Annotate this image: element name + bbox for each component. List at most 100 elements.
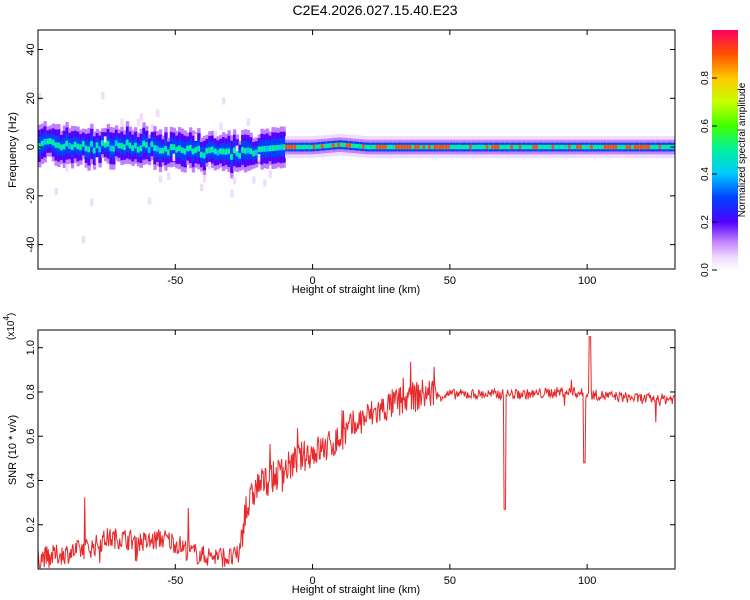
- spectrogram-x-tick-label: 100: [578, 275, 596, 287]
- spectrogram-peak: [232, 148, 237, 153]
- spectrogram-peak: [468, 144, 473, 150]
- spectrogram-y-tick-label: 40: [25, 43, 37, 55]
- spectrogram-cell: [268, 145, 272, 152]
- spectrogram-peak: [240, 147, 245, 153]
- spectrogram-peak: [320, 144, 325, 149]
- spectrogram-cell: [460, 144, 465, 150]
- spectrogram-cell: [202, 152, 207, 159]
- spectrogram-cell: [499, 144, 503, 150]
- spectrogram-cell: [353, 143, 358, 149]
- spectrogram-cell: [326, 143, 330, 148]
- spectrogram-cell: [356, 144, 360, 149]
- spectrogram-cell: [199, 183, 204, 192]
- spectrogram-cell: [318, 144, 322, 149]
- spectrogram-cell: [70, 144, 75, 151]
- spectrogram-peak: [658, 144, 662, 150]
- spectrogram-peak: [51, 140, 56, 145]
- spectrogram-cell: [112, 145, 116, 152]
- spectrogram-x-tick-label: 0: [310, 275, 316, 287]
- spectrogram-cell: [221, 97, 226, 105]
- spectrogram-cell: [301, 144, 305, 150]
- spectrogram-cell: [147, 197, 152, 205]
- spectrogram-cell: [655, 144, 660, 150]
- spectrogram-cell: [114, 140, 119, 146]
- spectrogram-cell: [95, 157, 100, 165]
- spectrogram-cell: [595, 144, 599, 150]
- spectrogram-peak: [221, 149, 226, 155]
- spectrogram-cell: [54, 187, 58, 196]
- spectrogram-cell: [562, 144, 566, 150]
- spectrogram-cell: [455, 144, 459, 150]
- spectrogram-peak: [84, 146, 89, 151]
- spectrogram-cell: [600, 144, 605, 150]
- spectrogram-peak: [427, 144, 432, 150]
- spectrogram-cell: [452, 144, 456, 150]
- spectrogram-cell: [87, 146, 91, 153]
- spectrogram-peak: [444, 144, 448, 150]
- spectrogram-cell: [224, 148, 229, 155]
- spectrogram-cell: [95, 142, 100, 149]
- spectrogram-peak: [188, 145, 193, 151]
- spectrogram-peak: [510, 144, 514, 150]
- spectrogram-cell: [98, 146, 102, 153]
- spectrogram-peak: [639, 144, 643, 150]
- spectrogram-cell: [323, 143, 327, 149]
- spectrogram-peak: [446, 144, 451, 150]
- spectrogram-peak: [422, 144, 426, 150]
- spectrogram-cell: [622, 144, 627, 150]
- spectrogram-peak: [205, 148, 210, 154]
- spectrogram-cell: [271, 145, 275, 152]
- spectrogram-peak: [485, 144, 490, 150]
- spectrogram-cell: [537, 144, 542, 150]
- spectrogram-peak: [337, 142, 341, 147]
- spectrogram-cell: [210, 146, 215, 153]
- spectrogram-cell: [139, 113, 143, 121]
- spectrogram-peak: [578, 144, 583, 150]
- spectrogram-peak: [378, 144, 382, 150]
- snr-y-tick-label: 0.2: [25, 517, 37, 532]
- colorbar-tick-label: 0.4: [700, 167, 711, 181]
- spectrogram-cell: [480, 144, 484, 150]
- spectrogram-cell: [156, 109, 160, 117]
- spectrogram-cell: [150, 124, 154, 132]
- spectrogram-cell: [372, 144, 377, 150]
- spectrogram-cell: [425, 144, 429, 150]
- spectrogram-cell: [359, 144, 363, 149]
- snr-y-ticks: 0.2 0.4 0.6 0.8 1.0: [25, 340, 675, 532]
- spectrogram-cell: [367, 144, 371, 150]
- spectrogram-peak: [603, 144, 608, 150]
- spectrogram-cell: [584, 144, 588, 150]
- spectrogram-peak: [403, 144, 407, 150]
- spectrogram-y-tick-label: -20: [25, 188, 37, 204]
- spectrogram-peak: [589, 144, 594, 150]
- spectrogram-peak: [438, 144, 443, 150]
- spectrogram-peak: [532, 144, 536, 150]
- spectrogram-peak: [614, 144, 619, 150]
- spectrogram-cell: [123, 144, 127, 151]
- spectrogram-cell: [548, 144, 553, 150]
- spectrogram-peak: [92, 148, 97, 153]
- spectrogram-cell: [90, 198, 94, 206]
- spectrogram-cell: [81, 236, 86, 244]
- spectrogram-peak: [496, 144, 501, 150]
- spectrogram-peak: [361, 144, 366, 149]
- spectrogram-peak: [287, 144, 292, 150]
- spectrogram-cell: [46, 138, 50, 145]
- spectrogram-cell: [507, 144, 511, 150]
- colorbar-label: Normalized spectral amplitude: [737, 82, 748, 217]
- spectrogram-cell: [587, 144, 591, 150]
- spectrogram-cell: [158, 175, 163, 183]
- snr-x-tick-label: 50: [444, 575, 456, 587]
- spectrogram-cell: [386, 144, 391, 150]
- spectrogram-peak: [227, 148, 232, 154]
- spectrogram-peak: [647, 144, 652, 150]
- spectrogram-cell: [598, 144, 602, 150]
- spectrogram-cell: [419, 144, 423, 150]
- snr-y-tick-label: 0.6: [25, 429, 37, 444]
- spectrogram-cell: [474, 144, 478, 150]
- spectrogram-peak: [163, 146, 168, 152]
- spectrogram-cell: [136, 118, 141, 127]
- spectrogram-cell: [43, 138, 47, 145]
- spectrogram-cell: [449, 144, 454, 150]
